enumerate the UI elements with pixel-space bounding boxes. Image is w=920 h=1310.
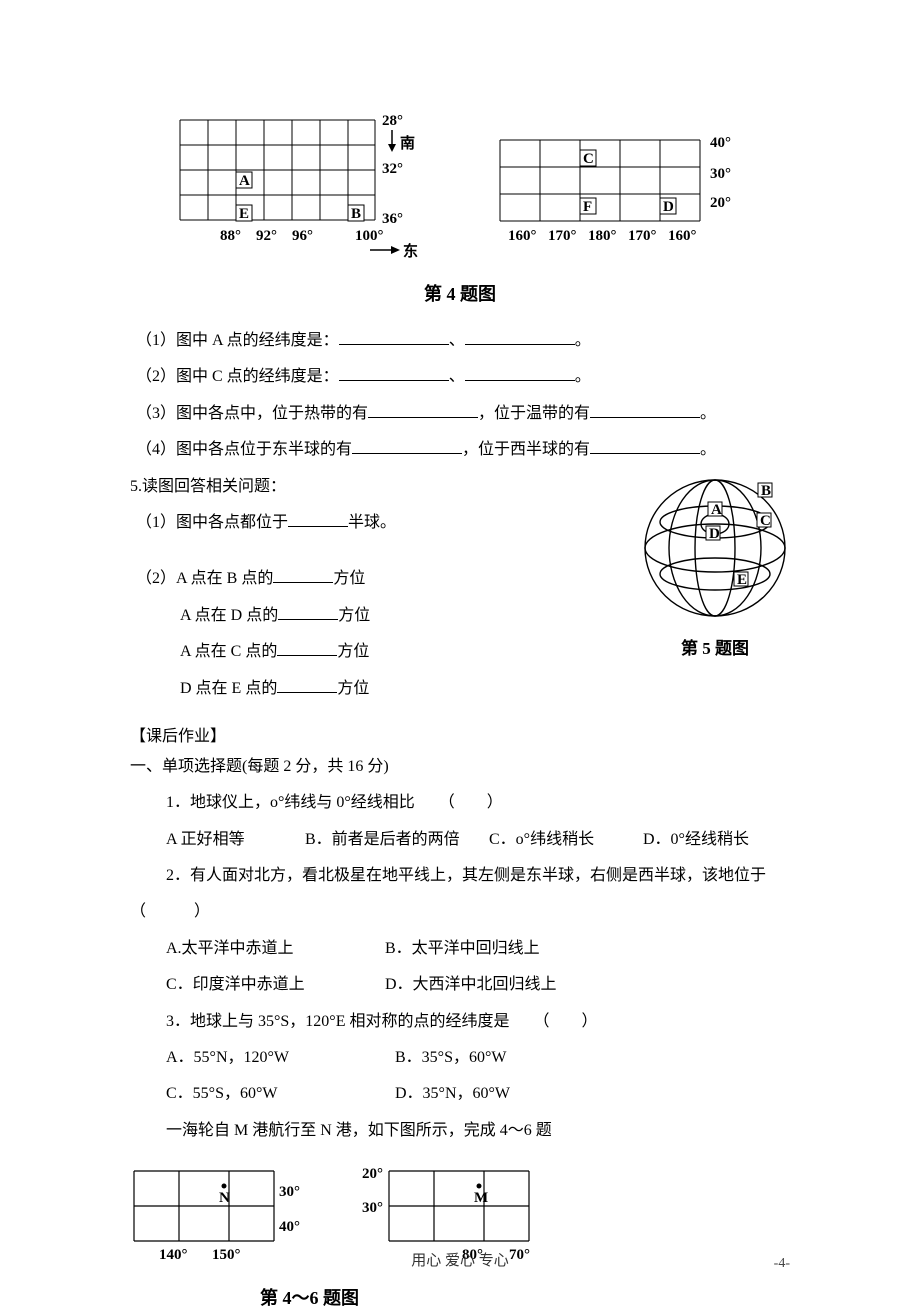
hw-q1-opts: A 正好相等 B．前者是后者的两倍 C．o°纬线稍长 D．0°经线稍长 xyxy=(130,825,790,855)
svg-text:A: A xyxy=(711,502,722,518)
svg-text:170°: 170° xyxy=(628,228,657,244)
svg-text:南: 南 xyxy=(400,134,415,152)
fig4-row: A E B 28° 32° 36° 南 88° 92° 96° 100° 东 xyxy=(130,100,790,270)
pt-E: E xyxy=(239,206,249,222)
svg-text:30°: 30° xyxy=(710,166,731,182)
svg-text:160°: 160° xyxy=(668,228,697,244)
hw-q2-paren: （ ） xyxy=(130,897,790,927)
q5-fig-caption: 第 5 题图 xyxy=(630,634,800,659)
hw-title: 【课后作业】 xyxy=(130,722,790,746)
svg-text:100°: 100° xyxy=(355,228,384,244)
pt-A: A xyxy=(239,173,250,189)
q4-3: （3）图中各点中，位于热带的有，位于温带的有。 xyxy=(130,399,790,429)
svg-text:D: D xyxy=(709,526,720,542)
svg-text:N: N xyxy=(219,1190,230,1206)
svg-text:40°: 40° xyxy=(279,1219,300,1235)
svg-text:B: B xyxy=(761,483,771,499)
fig4-left: A E B 28° 32° 36° 南 88° 92° 96° 100° 东 xyxy=(160,100,440,270)
q4-1: （1）图中 A 点的经纬度是：、。 xyxy=(130,326,790,356)
q5-figure: A B C D E 第 5 题图 xyxy=(630,468,800,659)
svg-text:180°: 180° xyxy=(588,228,617,244)
svg-text:92°: 92° xyxy=(256,228,277,244)
hw-q3-opts2: C．55°S，60°W D．35°N，60°W xyxy=(130,1079,790,1109)
q5-5: D 点在 E 点的方位 xyxy=(130,674,790,704)
svg-text:30°: 30° xyxy=(362,1200,383,1216)
fig4-right: C F D 40° 30° 20° 160° 170° 180° 170° 16… xyxy=(480,100,760,270)
hw-fig-caption: 第 4～6 题图 xyxy=(130,1284,790,1310)
svg-text:160°: 160° xyxy=(508,228,537,244)
svg-text:96°: 96° xyxy=(292,228,313,244)
hw-q3-opts1: A．55°N，120°W B．35°S，60°W xyxy=(130,1043,790,1073)
svg-text:E: E xyxy=(737,572,747,588)
svg-text:20°: 20° xyxy=(710,195,731,211)
svg-text:30°: 30° xyxy=(279,1184,300,1200)
pt-D: D xyxy=(663,199,674,215)
svg-text:32°: 32° xyxy=(382,161,403,177)
svg-text:28°: 28° xyxy=(382,113,403,129)
svg-text:36°: 36° xyxy=(382,211,403,227)
pt-F: F xyxy=(583,199,592,215)
hw-q2-opts1: A.太平洋中赤道上 B．太平洋中回归线上 xyxy=(130,934,790,964)
svg-text:M: M xyxy=(474,1190,488,1206)
hw-lead: 一海轮自 M 港航行至 N 港，如下图所示，完成 4～6 题 xyxy=(130,1116,790,1146)
svg-text:C: C xyxy=(760,513,771,529)
hw-sec1: 一、单项选择题(每题 2 分，共 16 分) xyxy=(130,752,790,782)
hw-q2-opts2: C．印度洋中赤道上 D．大西洋中北回归线上 xyxy=(130,970,790,1000)
hw-q2-stem: 2．有人面对北方，看北极星在地平线上，其左侧是东半球，右侧是西半球，该地位于 xyxy=(130,861,790,891)
q4-4: （4）图中各点位于东半球的有，位于西半球的有。 xyxy=(130,435,790,465)
svg-text:88°: 88° xyxy=(220,228,241,244)
pt-C: C xyxy=(583,151,594,167)
svg-text:170°: 170° xyxy=(548,228,577,244)
hw-q3-stem: 3．地球上与 35°S，120°E 相对称的点的经纬度是 （ ） xyxy=(130,1007,790,1037)
q4-2: （2）图中 C 点的经纬度是：、。 xyxy=(130,362,790,392)
svg-text:东: 东 xyxy=(403,242,418,260)
hw-q1-stem: 1．地球仪上，o°纬线与 0°经线相比 （ ） xyxy=(130,788,790,818)
svg-text:20°: 20° xyxy=(362,1166,383,1182)
pt-B: B xyxy=(351,206,361,222)
svg-text:40°: 40° xyxy=(710,135,731,151)
fig4-caption: 第 4 题图 xyxy=(130,280,790,306)
page-number: -4- xyxy=(774,1256,790,1272)
